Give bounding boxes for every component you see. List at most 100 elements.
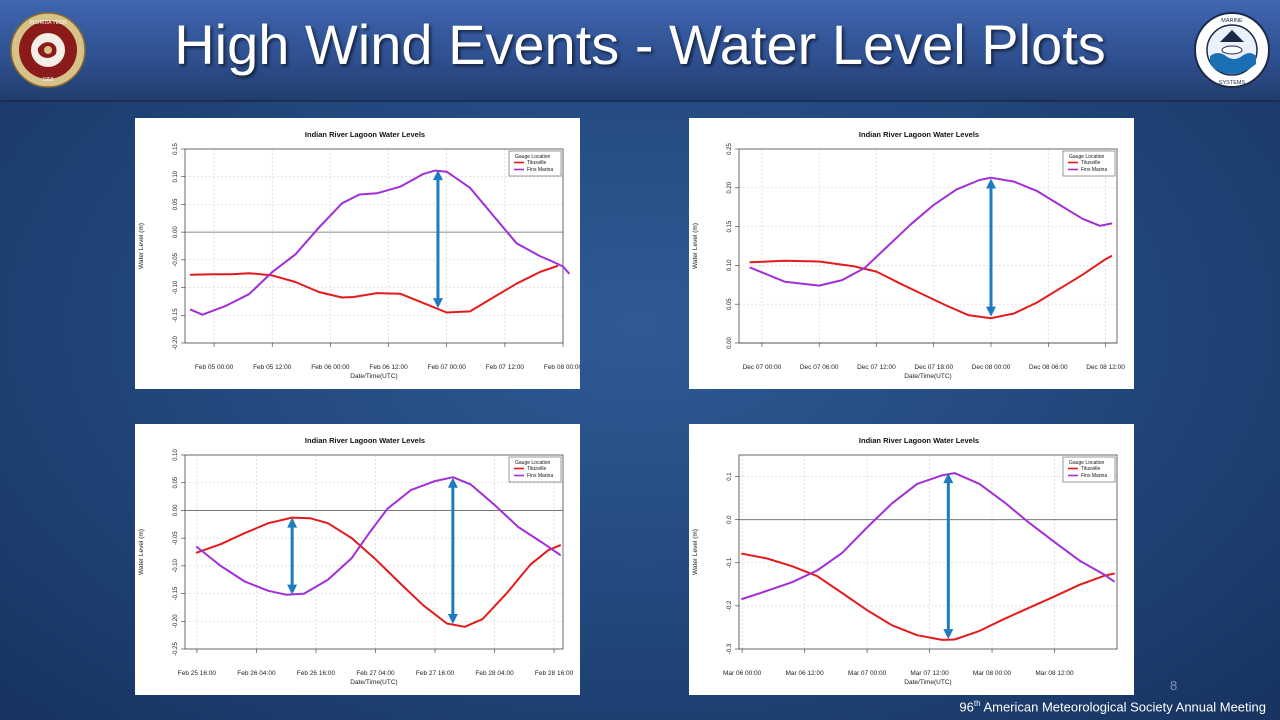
y-tick-label: -0.05 [173,252,179,266]
x-tick-label: Feb 08 00:00 [544,364,580,371]
legend-box [508,150,562,177]
slide-title: High Wind Events - Water Level Plots [174,13,1106,76]
y-axis-label: Water Level (m) [138,529,145,575]
x-tick-label: Feb 27 04:00 [356,670,395,677]
x-tick-label: Dec 07 18:00 [914,364,953,371]
series-line-fins-marina [195,476,561,596]
legend-title: Gauge Location [515,154,551,160]
x-axis-label: Date/Time(UTC) [904,373,951,380]
arrow-head-up-icon [287,517,298,528]
x-tick-label: Dec 07 06:00 [800,364,839,371]
footer-text: American Meteorological Society Annual M… [980,699,1266,714]
x-tick-label: Feb 28 16:00 [535,670,574,677]
y-tick-label: 0.10 [727,259,733,271]
svg-text:MARINE: MARINE [1221,18,1243,24]
x-tick-label: Feb 06 00:00 [311,364,350,371]
plot-frame [184,454,564,650]
chart-title: Indian River Lagoon Water Levels [305,130,425,139]
arrow-head-up-icon [986,178,996,189]
y-tick-label: -0.05 [173,531,179,545]
legend-entry: Fins Marina [527,473,553,479]
water-level-chart-3: Indian River Lagoon Water Levels Feb 25 1… [138,436,574,686]
x-tick-label: Mar 08 12:00 [1035,670,1074,677]
series-line-titusville [741,552,1115,641]
legend-box [1062,150,1116,177]
legend-entry: Fins Marina [1081,473,1107,479]
x-tick-label: Mar 07 00:00 [848,670,887,677]
y-tick-label: 0.0 [727,515,733,524]
legend-entry: Titusville [527,466,546,472]
y-tick-label: -0.15 [173,308,179,322]
water-level-chart-2: Indian River Lagoon Water Levels Dec 07 0… [692,130,1125,380]
x-tick-label: Mar 06 00:00 [723,670,762,677]
y-tick-label: -0.1 [727,557,733,568]
x-tick-label: Feb 25 16:00 [178,670,217,677]
y-axis-label: Water Level (m) [692,529,699,575]
x-tick-label: Feb 27 16:00 [416,670,455,677]
x-tick-label: Feb 26 16:00 [297,670,336,677]
svg-text:FLORIDA TECH: FLORIDA TECH [30,20,67,26]
y-tick-label: -0.3 [727,643,733,654]
chart-panel-1: Indian River Lagoon Water Levels Feb 05 0… [135,118,580,389]
chart-title: Indian River Lagoon Water Levels [859,436,979,445]
x-tick-label: Feb 06 12:00 [369,364,408,371]
y-tick-label: 0.05 [173,198,179,210]
x-tick-label: Dec 08 06:00 [1029,364,1068,371]
arrow-head-down-icon [986,306,996,317]
arrow-head-down-icon [287,584,298,595]
series-line-fins-marina [749,176,1113,287]
arrow-head-up-icon [447,477,458,488]
legend-entry: Titusville [1081,466,1100,472]
water-level-chart-1: Indian River Lagoon Water Levels Feb 05 0… [138,130,580,380]
y-tick-label: -0.2 [727,600,733,611]
legend-title: Gauge Location [1069,154,1105,160]
series-line-titusville [749,255,1113,320]
legend-entry: Fins Marina [527,167,553,173]
y-axis-label: Water Level (m) [138,223,145,269]
arrow-head-down-icon [943,629,954,640]
legend-entry: Fins Marina [1081,167,1107,173]
y-tick-label: -0.10 [173,558,179,572]
x-tick-label: Mar 06 12:00 [785,670,824,677]
x-tick-label: Dec 08 00:00 [972,364,1011,371]
svg-text:SYSTEMS: SYSTEMS [1219,80,1246,86]
series-line-fins-marina [741,472,1115,600]
chart-title: Indian River Lagoon Water Levels [859,130,979,139]
arrow-head-up-icon [432,170,443,181]
chart-title: Indian River Lagoon Water Levels [305,436,425,445]
footer-ordinal: 96 [959,699,974,714]
page-number: 8 [1170,678,1178,693]
y-tick-label: 0.1 [727,472,733,481]
legend-entry: Titusville [1081,160,1100,166]
y-tick-label: -0.20 [173,336,179,350]
y-tick-label: 0.05 [173,476,179,488]
x-axis-label: Date/Time(UTC) [350,373,397,380]
x-tick-label: Dec 07 12:00 [857,364,896,371]
arrow-head-down-icon [447,614,458,625]
footer-ordinal-suffix: th [973,698,981,708]
x-tick-label: Dec 07 00:00 [743,364,782,371]
x-axis-label: Date/Time(UTC) [904,679,951,686]
plot-frame [184,148,564,344]
x-tick-label: Feb 26 04:00 [237,670,276,677]
y-axis-label: Water Level (m) [692,223,699,269]
x-axis-label: Date/Time(UTC) [350,679,397,686]
y-tick-label: 0.00 [727,337,733,349]
legend-box [508,456,562,483]
marine-environmental-systems-seal-icon: MARINE SYSTEMS [1194,12,1270,88]
y-tick-label: 0.20 [727,181,733,193]
y-tick-label: -0.25 [173,642,179,656]
y-tick-label: 0.10 [173,449,179,461]
x-tick-label: Mar 08 00:00 [973,670,1012,677]
svg-text:1958: 1958 [42,77,53,83]
y-tick-label: -0.10 [173,280,179,294]
legend-box [1062,456,1116,483]
series-line-titusville [189,265,559,314]
plot-frame [738,148,1118,344]
x-tick-label: Feb 07 12:00 [486,364,525,371]
legend-entry: Titusville [527,160,546,166]
chart-panel-3: Indian River Lagoon Water Levels Feb 25 1… [135,424,580,695]
y-tick-label: 0.05 [727,298,733,310]
y-tick-label: 0.10 [173,170,179,182]
series-line-titusville [195,516,561,628]
